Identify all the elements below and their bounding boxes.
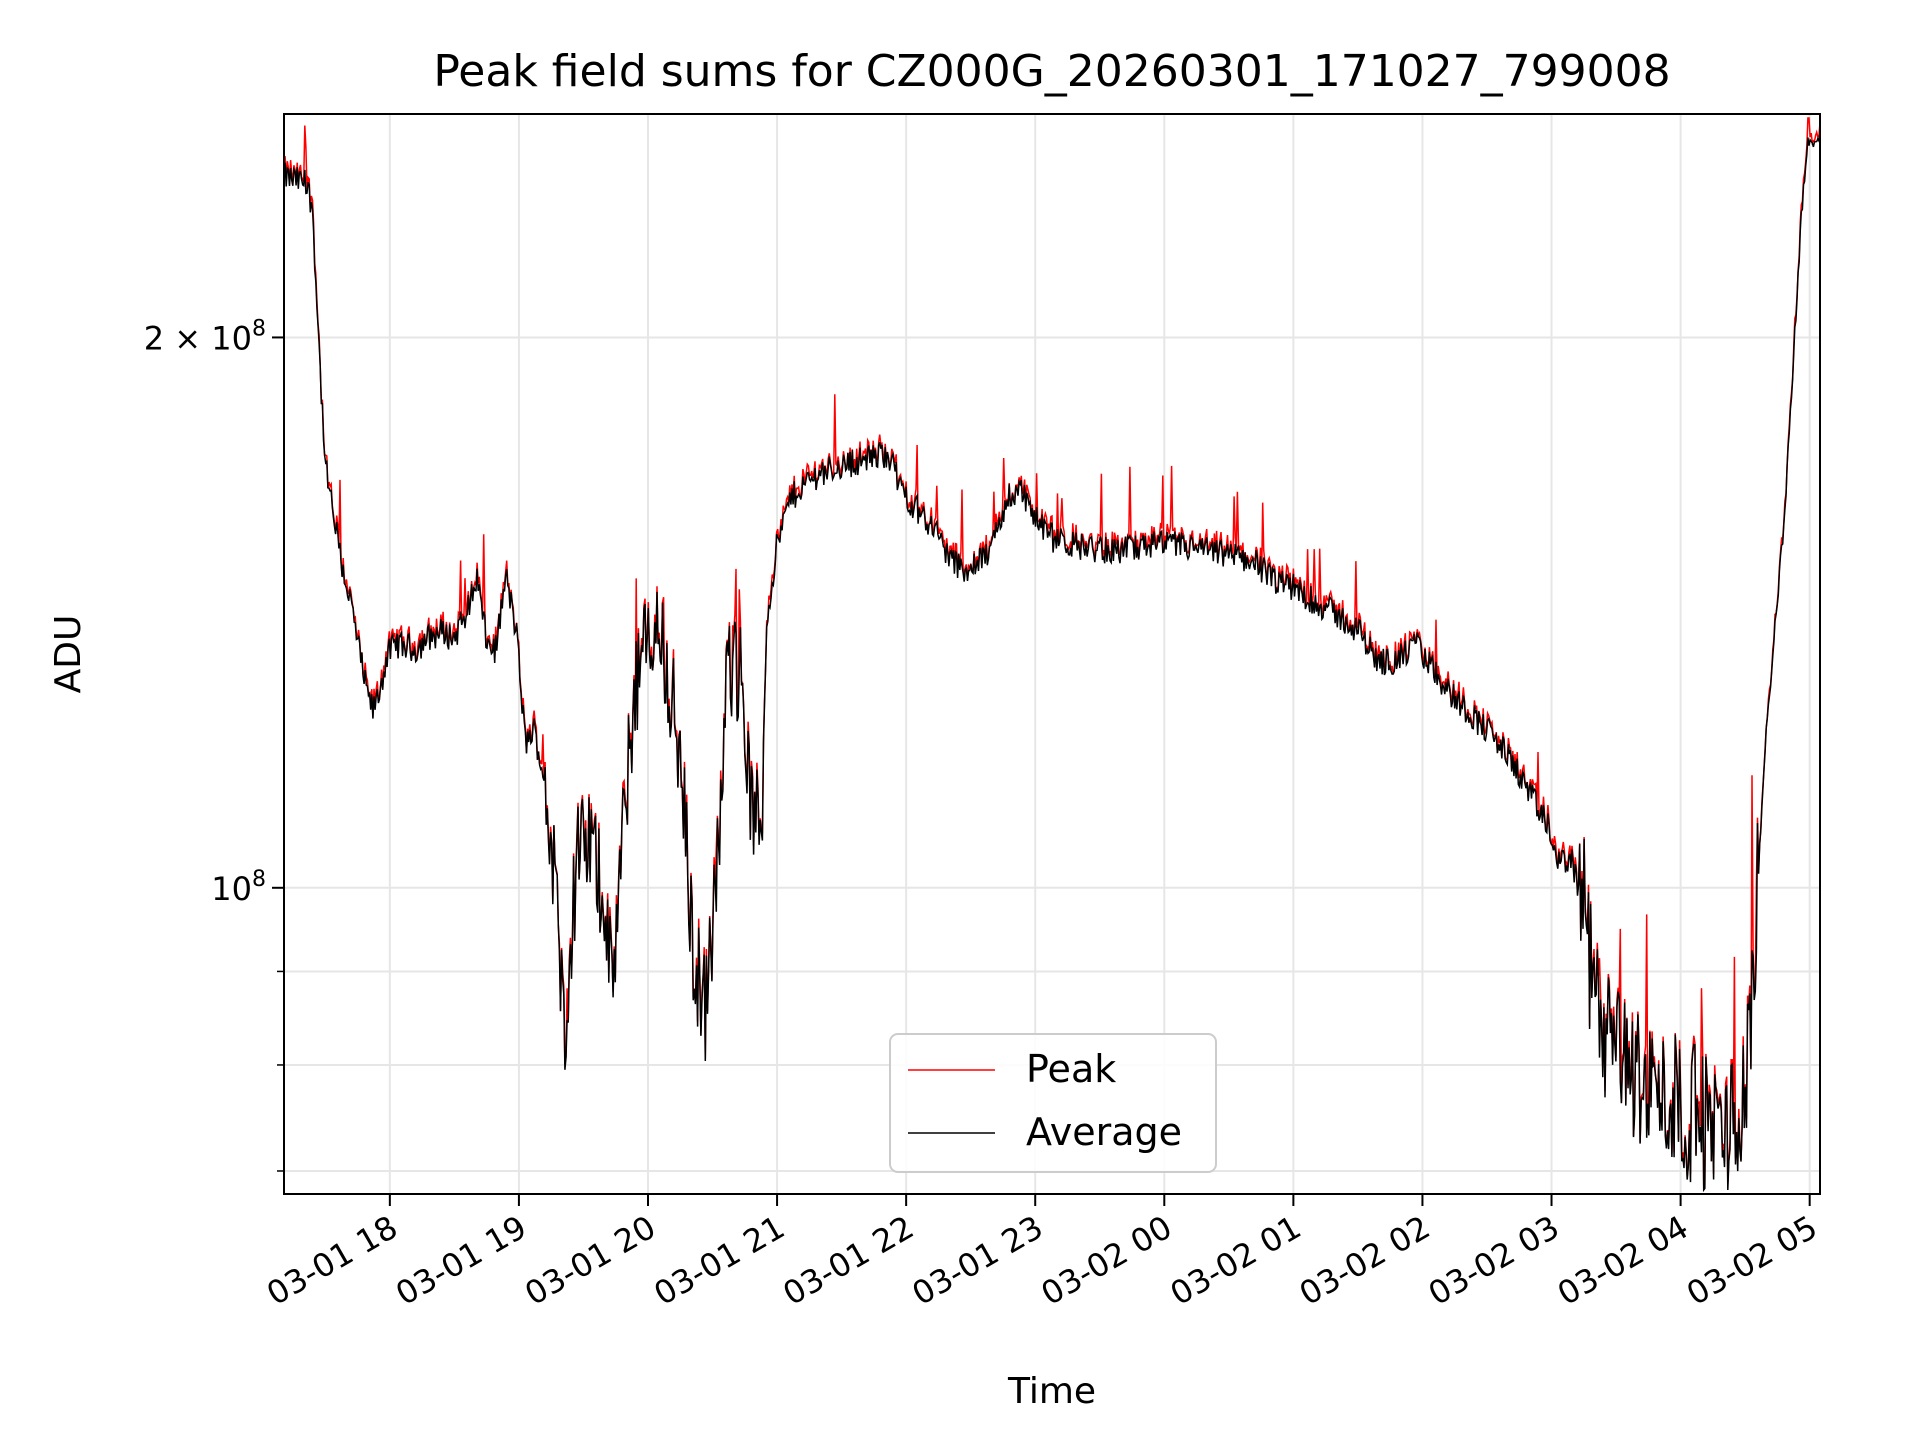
plot-frame xyxy=(283,113,1821,1195)
y-tick-label: 108 xyxy=(211,867,266,908)
legend: Peak Average xyxy=(889,1033,1217,1173)
y-tick-label: 2 × 108 xyxy=(144,316,266,357)
x-axis-label: Time xyxy=(1007,1371,1096,1412)
series-lines xyxy=(283,117,1821,1193)
legend-label-peak: Peak xyxy=(1026,1047,1116,1091)
legend-label-average: Average xyxy=(1026,1110,1182,1154)
chart-title: Peak field sums for CZ000G_20260301_1710… xyxy=(433,46,1670,97)
grid xyxy=(284,114,1820,1194)
legend-box xyxy=(889,1033,1217,1173)
average-series-line xyxy=(283,131,1821,1193)
y-axis-label: ADU xyxy=(48,615,89,694)
